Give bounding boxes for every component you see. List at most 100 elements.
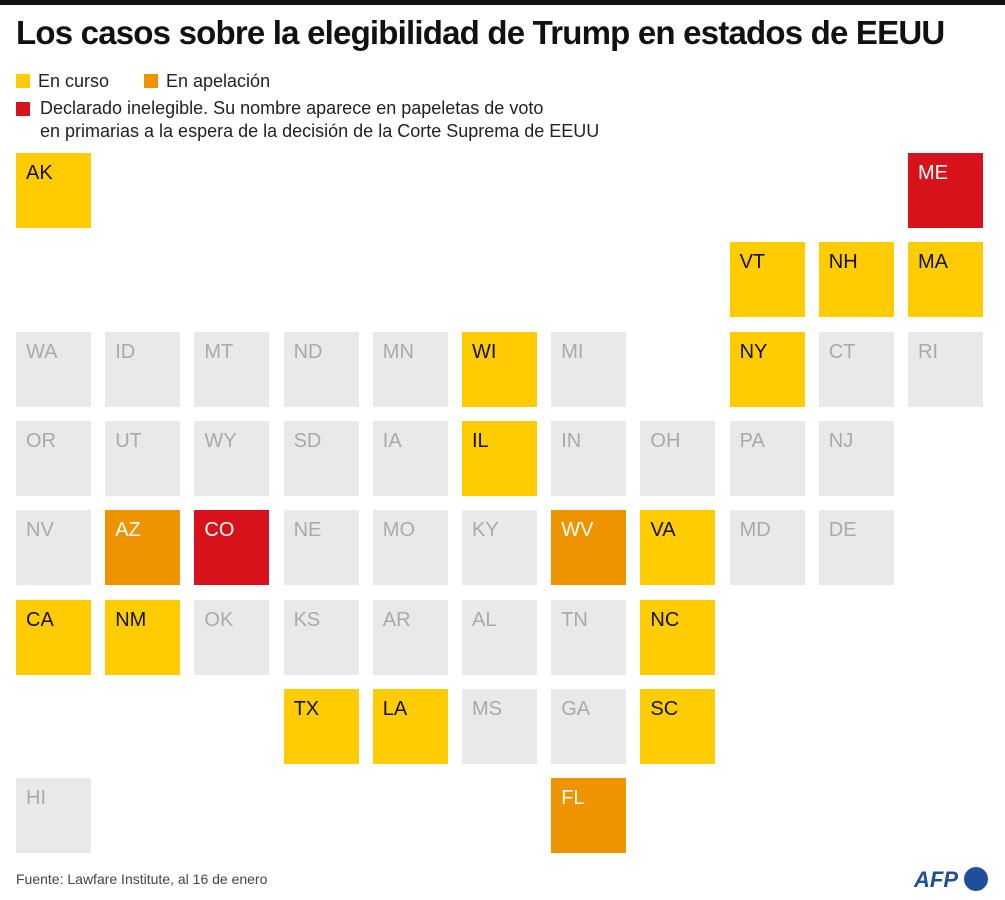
state-tile-mn: MN — [372, 331, 448, 407]
state-tile-ga: GA — [551, 688, 627, 764]
state-label: IL — [472, 429, 489, 452]
state-tile-hi: HI — [16, 778, 91, 854]
state-label: MN — [382, 340, 414, 363]
state-label: WA — [26, 340, 58, 363]
state-label: WY — [204, 429, 237, 452]
state-label: WI — [472, 340, 497, 363]
state-label: UT — [115, 429, 142, 452]
state-tile-ky: KY — [462, 510, 537, 586]
state-tile-nh: NH — [818, 242, 894, 318]
state-label: NJ — [828, 429, 854, 452]
state-label: IN — [561, 429, 582, 452]
state-tile-sd: SD — [283, 420, 359, 496]
state-label: GA — [561, 697, 591, 720]
source-note: Fuente: Lawfare Institute, al 16 de ener… — [16, 871, 268, 887]
state-label: MA — [918, 251, 948, 274]
state-label: AK — [26, 162, 53, 184]
state-tile-wy: WY — [194, 420, 270, 496]
state-tile-il: IL — [462, 420, 537, 496]
state-tile-sc: SC — [640, 688, 716, 764]
state-label: NC — [650, 608, 680, 631]
state-tile-pa: PA — [729, 420, 805, 496]
state-tile-ak: AK — [16, 153, 91, 228]
state-label: TN — [561, 608, 588, 631]
state-label: MI — [561, 340, 584, 363]
state-tile-ne: NE — [283, 510, 359, 586]
state-label: SC — [650, 697, 679, 720]
state-tile-ks: KS — [283, 599, 359, 675]
legend-swatch-ineligible — [16, 102, 30, 116]
top-bar — [0, 0, 1005, 5]
state-tile-id: ID — [105, 331, 181, 407]
state-tile-tn: TN — [551, 599, 627, 675]
legend-swatch-ongoing — [16, 74, 30, 88]
state-tile-nj: NJ — [818, 420, 894, 496]
state-tile-mt: MT — [194, 331, 270, 407]
state-tile-nv: NV — [16, 510, 91, 586]
state-tile-mo: MO — [372, 510, 448, 586]
state-tile-wa: WA — [16, 331, 91, 407]
state-label: LA — [382, 697, 408, 720]
state-tile-az: AZ — [105, 510, 181, 586]
state-tile-ri: RI — [908, 331, 983, 407]
state-tile-wi: WI — [462, 331, 537, 407]
state-tile-me: ME — [908, 153, 983, 228]
state-label: KY — [472, 519, 499, 542]
state-label: NH — [828, 251, 858, 274]
state-label: ME — [918, 162, 948, 184]
legend-swatch-appeal — [144, 74, 158, 88]
state-label: SD — [293, 429, 322, 452]
state-label: CA — [26, 608, 54, 631]
state-tile-tx: TX — [283, 688, 359, 764]
state-label: NE — [293, 519, 322, 542]
legend-ineligible-line1: Declarado inelegible. Su nombre aparece … — [40, 98, 544, 118]
state-tile-in: IN — [551, 420, 627, 496]
state-label: IA — [382, 429, 402, 452]
state-tile-ok: OK — [194, 599, 270, 675]
state-label: MS — [472, 697, 502, 720]
state-label: WV — [561, 519, 594, 542]
state-label: CT — [828, 340, 856, 363]
state-tile-ms: MS — [462, 688, 537, 764]
state-label: AZ — [115, 519, 141, 542]
state-label: AL — [472, 608, 497, 631]
state-tile-ny: NY — [729, 331, 805, 407]
legend-ineligible-line2: en primarias a la espera de la decisión … — [40, 121, 600, 141]
state-tile-oh: OH — [640, 420, 716, 496]
state-label: FL — [561, 787, 585, 810]
state-label: NM — [115, 608, 147, 631]
state-tile-nd: ND — [283, 331, 359, 407]
state-label: DE — [828, 519, 857, 542]
state-tile-de: DE — [818, 510, 894, 586]
state-tile-ia: IA — [372, 420, 448, 496]
state-label: AR — [382, 608, 411, 631]
afp-logo: AFP — [913, 864, 994, 899]
state-label: MD — [739, 519, 771, 542]
state-tile-co: CO — [194, 510, 270, 586]
state-tile-nm: NM — [105, 599, 181, 675]
state-tile-ca: CA — [16, 599, 91, 675]
legend-ongoing: En curso — [38, 71, 110, 91]
state-tile-ar: AR — [372, 599, 448, 675]
state-tile-nc: NC — [640, 599, 716, 675]
state-label: OR — [26, 429, 56, 452]
state-tile-or: OR — [16, 420, 91, 496]
state-label: HI — [26, 787, 46, 810]
state-tile-ct: CT — [818, 331, 894, 407]
state-label: VT — [739, 251, 766, 274]
state-label: KS — [293, 608, 321, 631]
page-title: Los casos sobre la elegibilidad de Trump… — [16, 14, 945, 51]
state-label: MO — [382, 519, 416, 542]
state-label: PA — [739, 429, 765, 452]
state-tile-wv: WV — [551, 510, 627, 586]
state-tile-md: MD — [729, 510, 805, 586]
state-tile-al: AL — [462, 599, 537, 675]
state-tile-vt: VT — [729, 242, 805, 318]
state-tile-fl: FL — [551, 778, 627, 854]
state-label: CO — [204, 519, 235, 542]
state-tile-mi: MI — [551, 331, 627, 407]
state-label: ID — [115, 340, 136, 363]
state-label: RI — [918, 340, 938, 363]
legend-appeal: En apelación — [166, 71, 271, 91]
state-label: TX — [293, 697, 320, 720]
